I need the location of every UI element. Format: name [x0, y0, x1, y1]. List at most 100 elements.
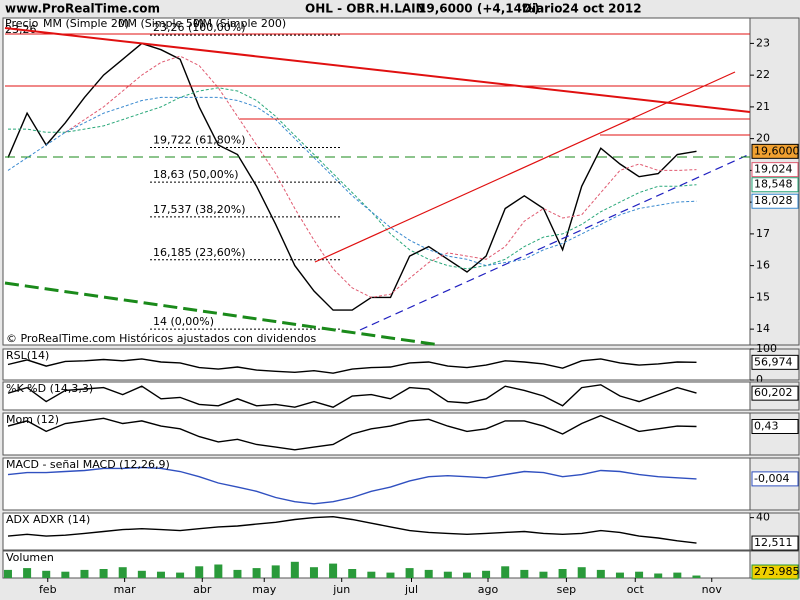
y-tick-label: 14	[756, 322, 770, 335]
x-tick-label: mar	[114, 583, 136, 596]
panel	[2, 17, 751, 346]
volume-bar	[214, 564, 223, 578]
fib-label: 19,722 (61,80%)	[153, 133, 246, 146]
date: 24 oct 2012	[562, 2, 642, 16]
fib-label: 16,185 (23,60%)	[153, 246, 246, 259]
volume-bar	[252, 568, 261, 578]
trend-line	[4, 281, 441, 347]
volume-bar	[596, 569, 605, 578]
price-tag	[751, 418, 799, 434]
price-tag-label: -0,004	[754, 472, 789, 485]
price-tag	[751, 385, 799, 401]
volume-bar	[615, 572, 624, 578]
volume-bar	[482, 570, 491, 578]
panel-title: Volumen	[6, 551, 54, 564]
volume-bar	[23, 568, 32, 578]
symbol: OHL - OBR.H.LAIN	[305, 2, 426, 16]
price-tag-label: 12,511	[754, 536, 793, 549]
volume-bar	[424, 569, 433, 578]
y-tick-label: 100	[756, 342, 777, 355]
period: Diario	[522, 2, 562, 16]
x-tick-label: feb	[39, 583, 57, 596]
legend-entry: Precio	[5, 17, 39, 30]
y-tick-label: 20	[756, 132, 770, 145]
legend-entry: MM (Simple 20)	[43, 17, 129, 30]
panel-title: %K %D (14,3,3)	[6, 382, 93, 395]
series-line	[7, 96, 697, 267]
volume-bar	[329, 563, 338, 578]
volume-bar	[386, 572, 395, 578]
volume-bar	[520, 569, 529, 578]
volume-bar	[176, 572, 185, 578]
trend-line	[359, 153, 751, 331]
price-tag	[751, 564, 799, 580]
panel-title: ADX ADXR (14)	[6, 513, 90, 526]
y-tick-label: 21	[756, 100, 770, 113]
y-tick-label: 22	[756, 68, 770, 81]
y-tick-label: 0	[756, 373, 763, 386]
price-tag-label: 60,202	[754, 386, 793, 399]
y-tick-label: 40	[756, 511, 770, 524]
panel-title: Mom (12)	[6, 413, 59, 426]
volume-bar	[118, 567, 127, 578]
volume-bar	[290, 561, 299, 578]
volume-bar	[367, 571, 376, 578]
x-tick-label: oct	[627, 583, 645, 596]
panel	[2, 457, 751, 511]
y-tick-label: 15	[756, 290, 770, 303]
panel-title: RSL(14)	[6, 349, 49, 362]
x-tick-label: abr	[193, 583, 212, 596]
series-line	[7, 466, 697, 505]
legend-entry: MM (Simple 200)	[193, 17, 286, 30]
x-tick-label: sep	[557, 583, 576, 596]
volume-bar	[462, 572, 471, 578]
panel-title: MACD - señal MACD (12,26,9)	[6, 458, 170, 471]
price-tag	[751, 162, 799, 178]
legend-entry: MM (Simple 50)	[118, 17, 204, 30]
volume-bar	[443, 571, 452, 578]
volume-bar	[654, 573, 663, 578]
panel	[2, 348, 751, 381]
volume-bar	[558, 569, 567, 578]
volume-bar	[405, 568, 414, 578]
price-tag	[751, 143, 799, 159]
y-tick-label: 23	[756, 36, 770, 49]
panel	[2, 512, 751, 551]
volume-bar	[137, 570, 146, 578]
series-line	[7, 384, 697, 408]
volume-bar	[539, 571, 548, 578]
series-line	[7, 414, 697, 451]
trend-lines	[4, 27, 751, 347]
trend-line	[4, 27, 751, 113]
x-tick-label: may	[252, 583, 276, 596]
x-tick-label: jul	[404, 583, 418, 596]
volume-bar	[99, 569, 108, 578]
price-tag	[751, 177, 799, 193]
volume-bar	[195, 566, 204, 578]
panel	[2, 550, 751, 579]
x-tick-label: nov	[702, 583, 723, 596]
panel	[2, 412, 751, 456]
price-tag-label: 18,548	[754, 178, 793, 191]
volume-bar	[309, 567, 318, 578]
site-name[interactable]: www.ProRealTime.com	[5, 2, 160, 16]
price-tag	[751, 471, 799, 487]
trend-line	[314, 71, 736, 263]
y-tick-label: 16	[756, 259, 770, 272]
price-tag	[751, 354, 799, 370]
fib-label: 17,537 (38,20%)	[153, 203, 246, 216]
y-tick-label: 17	[756, 227, 770, 240]
fib-label: 14 (0,00%)	[153, 315, 214, 328]
fib-label: 18,63 (50,00%)	[153, 168, 239, 181]
footnote: © ProRealTime.com Históricos ajustados c…	[6, 332, 317, 345]
x-tick-label: ago	[478, 583, 499, 596]
volume-bar	[501, 566, 510, 578]
series-line	[8, 87, 697, 270]
price-tag-label: 273.985	[754, 565, 800, 578]
volume-bar	[61, 571, 70, 578]
series-line	[65, 55, 697, 298]
series-line	[7, 358, 697, 374]
price-tag-label: 56,974	[754, 355, 793, 368]
series-line	[7, 515, 697, 544]
